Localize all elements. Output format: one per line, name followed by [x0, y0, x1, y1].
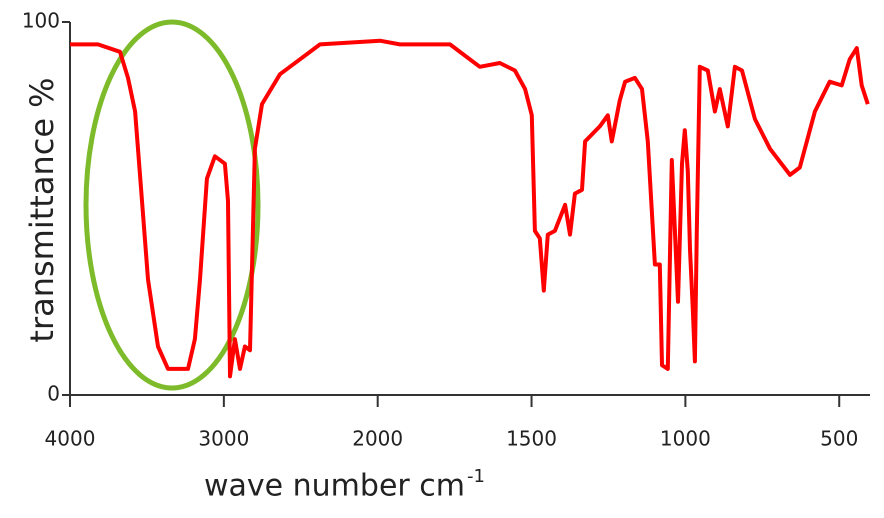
y-axis-label: transmittance % — [23, 77, 61, 342]
x-axis-label: wave number cm — [204, 469, 465, 504]
y-tick-label: 100 — [22, 9, 60, 33]
x-tick-label: 1000 — [660, 427, 711, 451]
x-tick-label: 4000 — [45, 427, 96, 451]
y-tick-label: 0 — [47, 382, 60, 406]
x-tick-label: 1500 — [506, 427, 557, 451]
x-axis-label-superscript: -1 — [467, 466, 485, 487]
spectrum-line — [70, 38, 870, 379]
x-tick-label: 2000 — [352, 427, 403, 451]
highlight-ellipse — [83, 19, 261, 391]
x-tick-label: 3000 — [198, 427, 249, 451]
x-tick-label: 500 — [820, 427, 858, 451]
